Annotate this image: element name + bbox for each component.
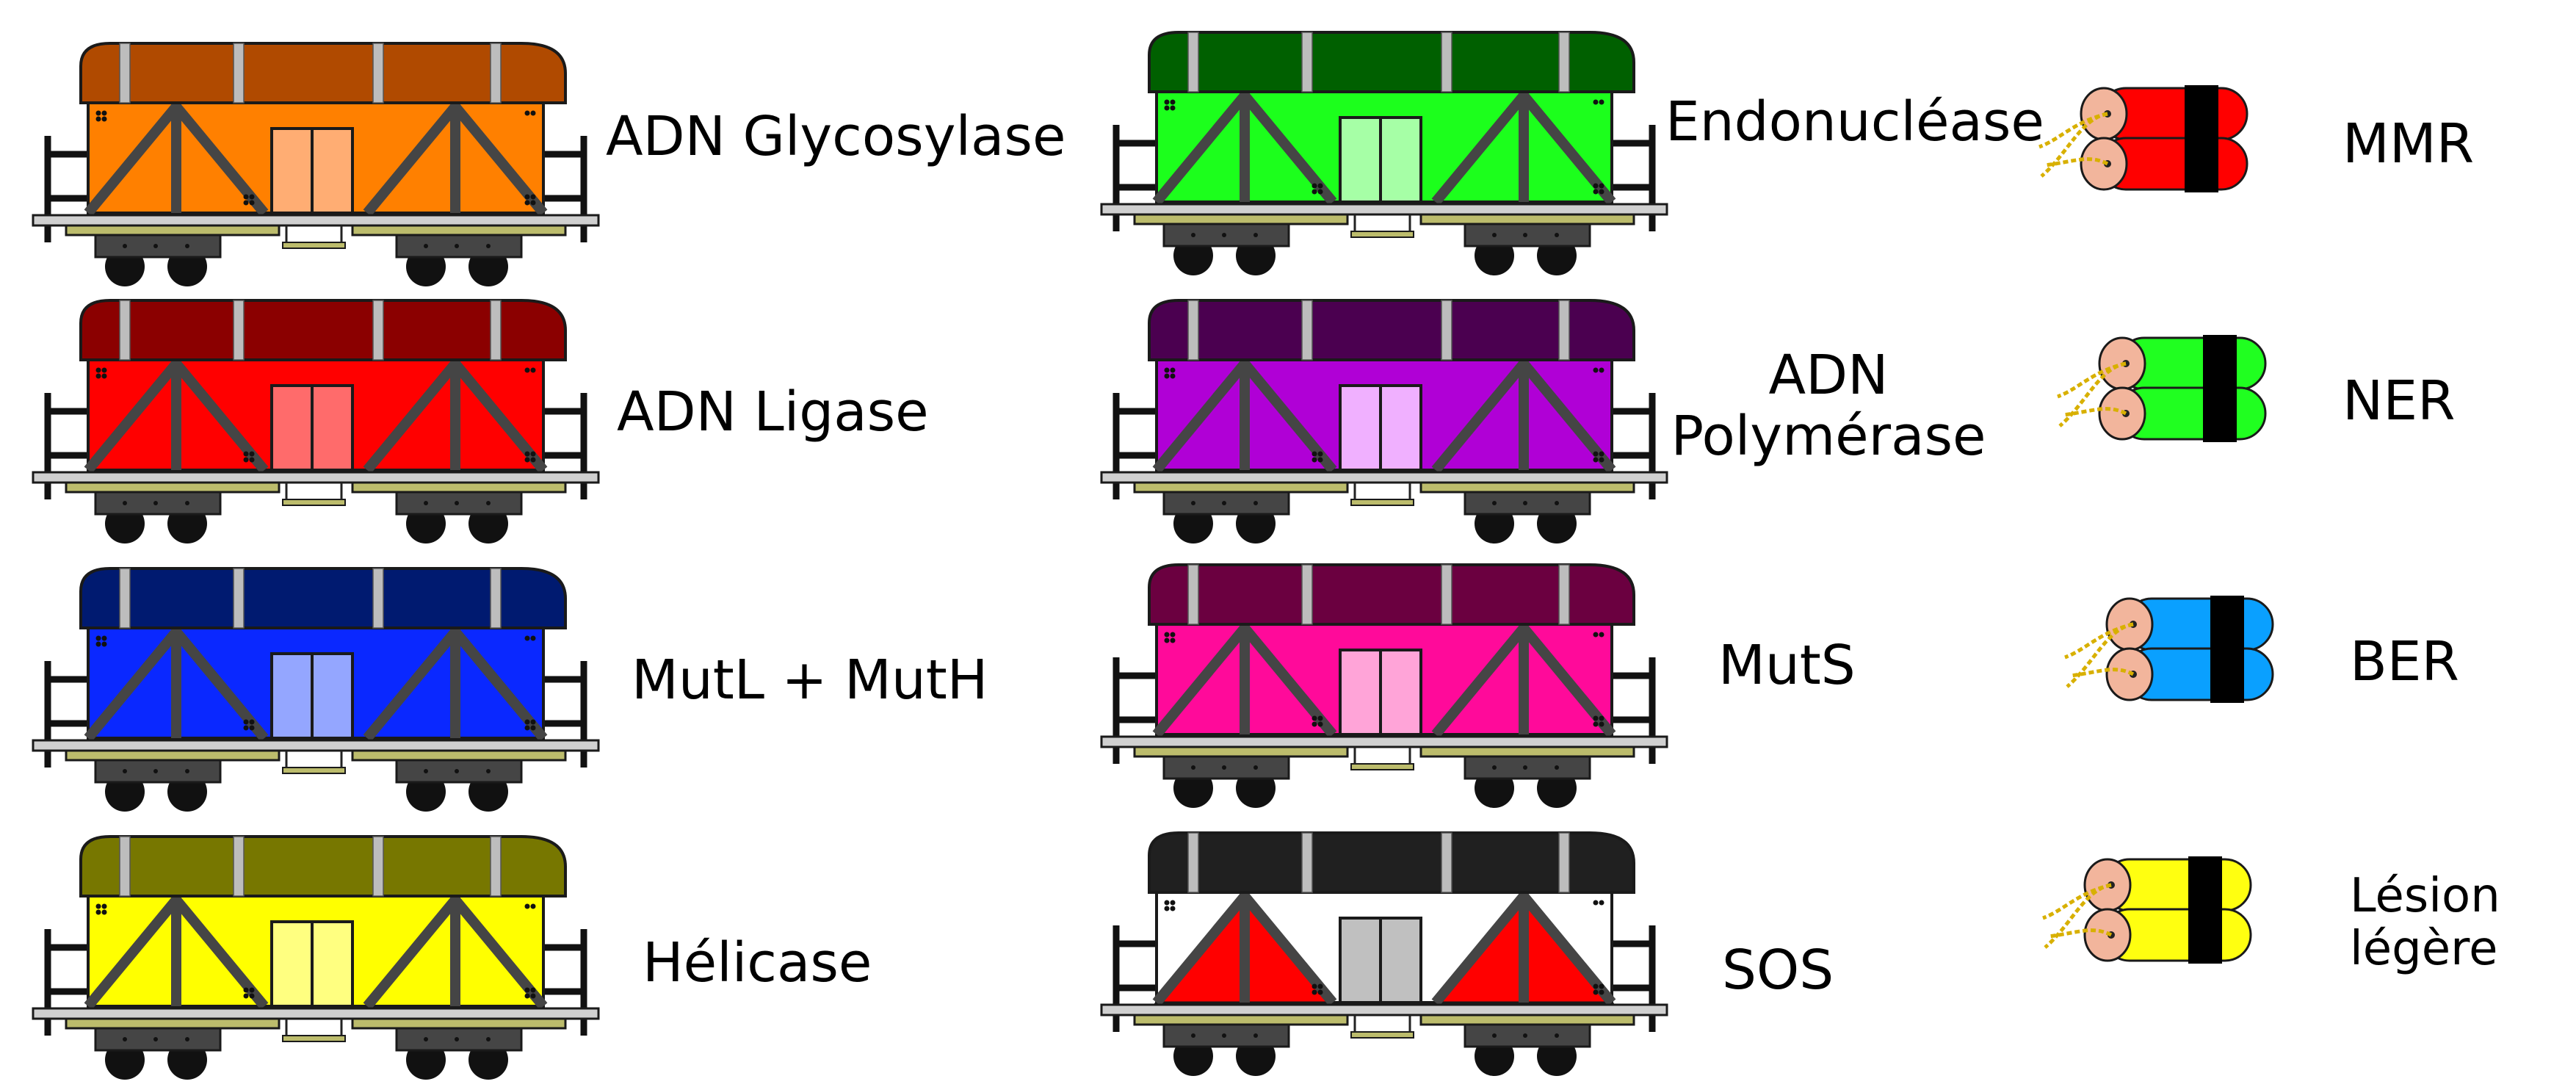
wagon-chassis	[1133, 1014, 1635, 1039]
wagon-door	[1339, 649, 1422, 736]
wagon-frame	[1152, 624, 1616, 738]
wagon-label-adn-polymerase-line-2: Polymérase	[1671, 404, 1986, 468]
wagon-label-muts: MutS	[1718, 634, 1856, 697]
wagon-bogie-left	[1162, 223, 1290, 275]
wagon-bogie-right	[395, 234, 523, 286]
wagon-bogie-left	[94, 491, 222, 544]
wagon-rivets	[95, 903, 536, 999]
dynamite-band	[2188, 856, 2222, 964]
wagon-label-sos: SOS	[1722, 939, 1834, 1002]
dynamite-fuse	[2064, 622, 2135, 688]
wagon-roof	[1148, 31, 1635, 93]
wagon-bogie-left	[94, 1027, 222, 1080]
wagon-roof	[79, 835, 567, 898]
wagon-bogie-left	[1162, 491, 1290, 544]
wagon-bogie-right	[1464, 755, 1591, 808]
wagon-label-adn-polymerase-line-1: ADN	[1768, 344, 1889, 407]
wagon-roof	[79, 299, 567, 361]
wagon-chassis	[1133, 745, 1635, 770]
wagon-roof	[1148, 831, 1635, 894]
wagons-layer	[32, 31, 1668, 1080]
dynamite-label-ner: NER	[2342, 369, 2456, 433]
dynamite-fuse	[2038, 112, 2109, 178]
wagon-door	[270, 920, 354, 1008]
wagon-label-endonuclease: Endonucléase	[1665, 90, 2044, 154]
wagon-door	[1339, 917, 1422, 1004]
wagon-door	[270, 384, 354, 472]
wagon-1	[32, 299, 600, 544]
wagon-roof	[1148, 299, 1635, 361]
wagon-rivets	[1164, 367, 1604, 463]
dynamite-3	[2042, 856, 2252, 964]
dynamite-band	[2203, 335, 2237, 442]
dynamite-1	[2057, 335, 2267, 442]
wagon-bogie-left	[94, 759, 222, 812]
wagon-chassis	[1133, 481, 1635, 506]
wagon-0	[32, 42, 600, 286]
wagon-platform	[32, 1007, 600, 1020]
wagon-chassis	[65, 1017, 567, 1042]
wagon-bogie-left	[94, 234, 222, 286]
wagon-label-helicase: Hélicase	[643, 931, 872, 994]
wagon-rivets	[95, 635, 536, 731]
wagon-bogie-right	[1464, 1023, 1591, 1076]
wagon-door	[270, 652, 354, 740]
wagon-frame	[84, 360, 548, 474]
wagon-rivets	[1164, 900, 1604, 995]
wagon-platform	[1100, 1003, 1668, 1016]
wagon-platform	[1100, 735, 1668, 748]
wagon-label-adn-glycosylase: ADN Glycosylase	[606, 105, 1066, 168]
wagon-bogie-right	[1464, 223, 1591, 275]
wagon-frame	[1152, 360, 1616, 474]
dynamite-band	[2185, 85, 2218, 192]
wagon-7	[1100, 831, 1668, 1076]
wagon-roof	[79, 567, 567, 629]
wagon-rivets	[95, 110, 536, 206]
dynamite-label-lesion-legere-line-2: légère	[2350, 921, 2498, 976]
wagon-label-adn-ligase: ADN Ligase	[617, 380, 929, 444]
wagon-frame	[84, 628, 548, 742]
wagon-rivets	[95, 367, 536, 463]
wagon-platform	[32, 214, 600, 227]
wagon-label-adn-polymerase: ADN Polymérase	[1671, 344, 1986, 467]
wagon-platform	[32, 471, 600, 484]
wagon-bogie-left	[1162, 755, 1290, 808]
wagon-6	[1100, 563, 1668, 808]
wagon-bogie-right	[395, 759, 523, 812]
wagon-platform	[1100, 471, 1668, 484]
wagon-bogie-right	[1464, 491, 1591, 544]
wagon-frame	[1152, 92, 1616, 206]
wagon-2	[32, 567, 600, 812]
dynamite-0	[2038, 85, 2248, 192]
wagon-platform	[32, 739, 600, 752]
wagon-label-mutl-muth: MutL + MutH	[632, 649, 988, 712]
dynamite-label-mmr: MMR	[2342, 112, 2475, 176]
wagon-door	[1339, 116, 1422, 203]
wagon-door	[270, 127, 354, 214]
dynamite-fuse	[2057, 361, 2127, 427]
wagon-4	[1100, 31, 1668, 275]
wagon-3	[32, 835, 600, 1080]
wagon-platform	[1100, 203, 1668, 216]
wagon-bogie-right	[395, 1027, 523, 1080]
wagon-rivets	[1164, 99, 1604, 195]
wagon-5	[1100, 299, 1668, 544]
wagon-roof	[79, 42, 567, 104]
dynamite-band	[2210, 596, 2244, 703]
dynamite-label-ber: BER	[2350, 630, 2459, 693]
dynamite-2	[2064, 596, 2274, 703]
wagon-roof	[1148, 563, 1635, 626]
dynamite-label-lesion-legere: Lésion légère	[2350, 870, 2500, 975]
wagon-door	[1339, 384, 1422, 472]
wagon-rivets	[1164, 632, 1604, 727]
dynamite-fuse	[2042, 883, 2113, 949]
wagon-chassis	[65, 749, 567, 774]
wagon-bogie-left	[1162, 1023, 1290, 1076]
dynamite-layer	[2038, 85, 2274, 964]
dynamite-label-lesion-legere-line-1: Lésion	[2350, 869, 2500, 923]
wagon-bogie-right	[395, 491, 523, 544]
